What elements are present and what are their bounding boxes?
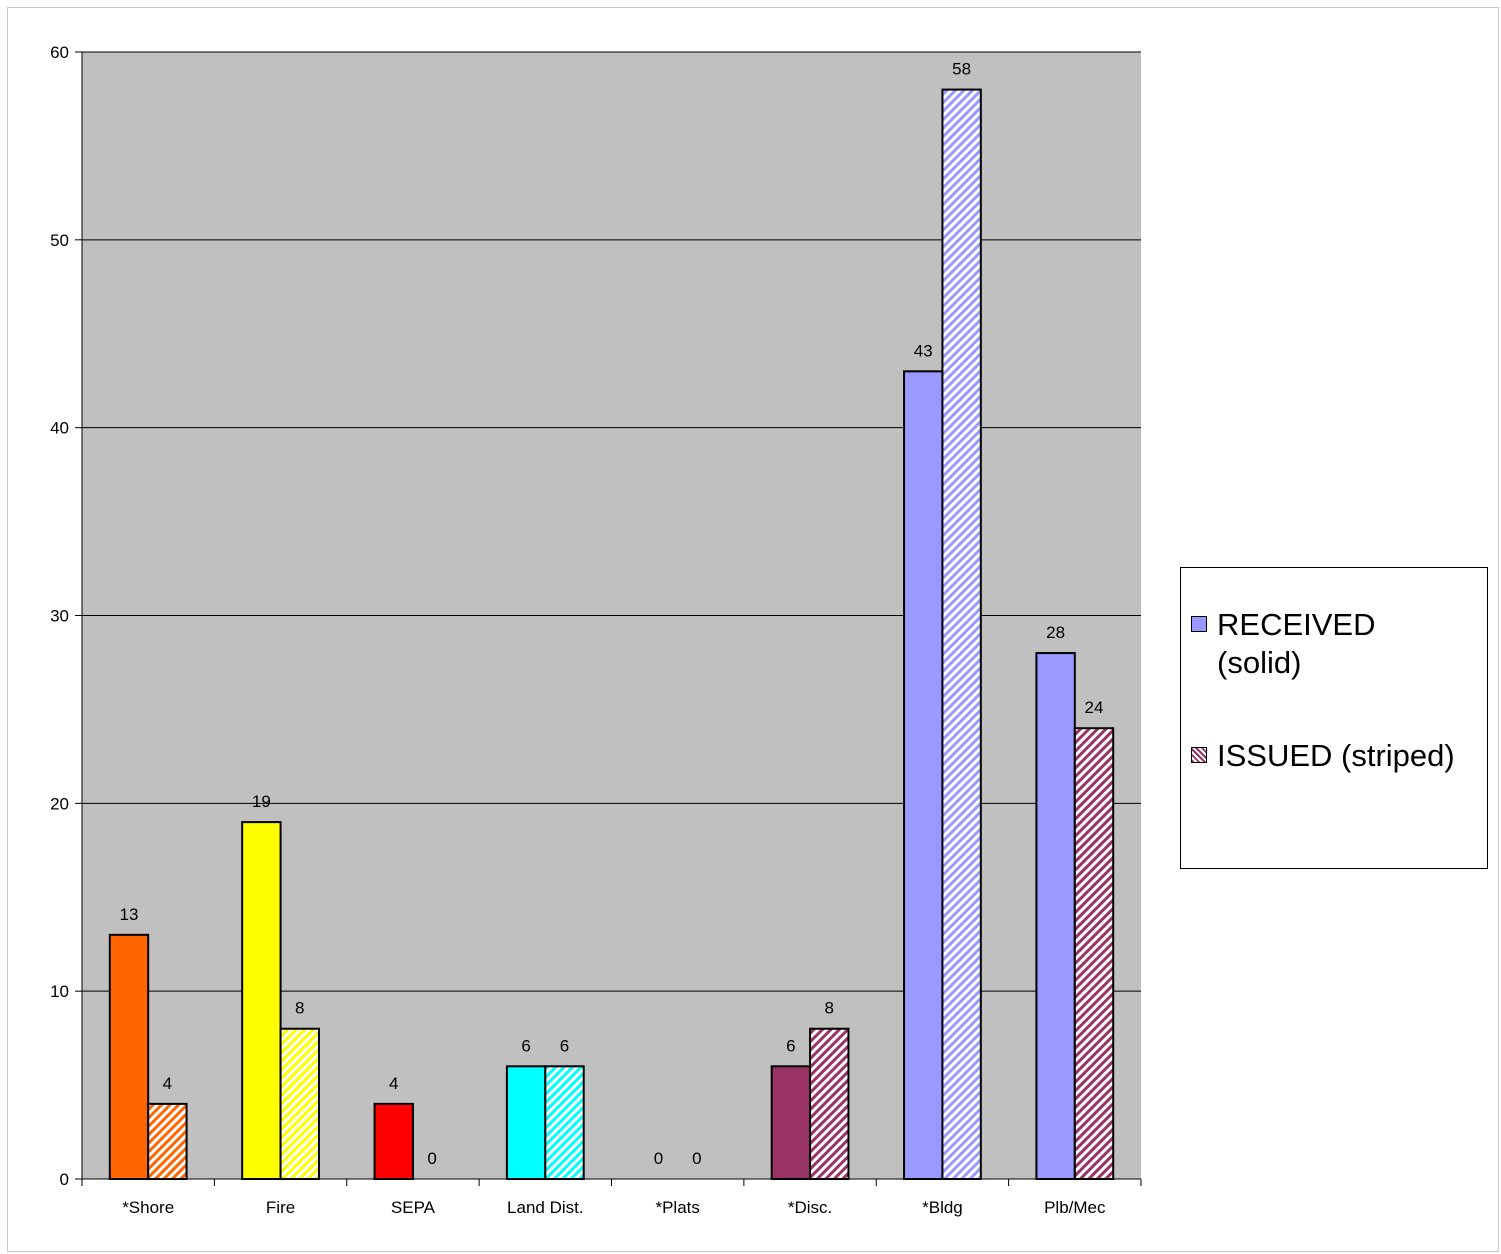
- bar-issued: [809, 1027, 850, 1180]
- y-tick-label: 30: [50, 607, 69, 626]
- x-category-label: Plb/Mec: [1044, 1198, 1106, 1217]
- x-category-label: *Disc.: [788, 1198, 832, 1217]
- data-label-issued: 8: [295, 999, 304, 1018]
- bar-issued: [544, 1065, 585, 1181]
- y-tick-label: 40: [50, 419, 69, 438]
- legend-swatch-issued: [1191, 747, 1207, 763]
- bar-received: [373, 1102, 414, 1181]
- bar-issued: [279, 1027, 320, 1180]
- y-tick-label: 20: [50, 794, 69, 813]
- bar-received: [108, 933, 150, 1180]
- x-category-label: *Bldg: [922, 1198, 963, 1217]
- data-label-issued: 8: [825, 999, 834, 1018]
- data-label-received: 0: [654, 1149, 663, 1168]
- data-label-issued: 4: [163, 1074, 172, 1093]
- chart-frame: [7, 7, 1499, 1252]
- x-category-label: Fire: [266, 1198, 295, 1217]
- bar-received: [770, 1065, 812, 1181]
- x-category-label: *Shore: [122, 1198, 174, 1217]
- data-label-received: 6: [521, 1036, 530, 1055]
- bar-received: [903, 370, 944, 1181]
- bar-issued: [147, 1102, 188, 1181]
- x-category-label: *Plats: [655, 1198, 699, 1217]
- data-label-received: 28: [1046, 623, 1065, 642]
- legend-swatch-received: [1191, 616, 1207, 632]
- data-label-received: 4: [389, 1074, 398, 1093]
- data-label-received: 6: [786, 1036, 795, 1055]
- y-tick-label: 10: [50, 982, 69, 1001]
- data-label-received: 43: [914, 341, 933, 360]
- data-label-issued: 24: [1085, 698, 1104, 717]
- data-label-issued: 6: [560, 1036, 569, 1055]
- x-category-label: Land Dist.: [507, 1198, 584, 1217]
- y-tick-label: 60: [50, 43, 69, 62]
- data-label-issued: 0: [692, 1149, 701, 1168]
- data-label-issued: 0: [427, 1149, 436, 1168]
- bar-received: [241, 821, 282, 1180]
- legend-label-received: RECEIVED (solid): [1217, 607, 1376, 680]
- data-label-received: 13: [120, 905, 139, 924]
- y-tick-label: 50: [50, 231, 69, 250]
- data-label-received: 19: [252, 792, 271, 811]
- bar-issued: [1073, 727, 1115, 1180]
- legend-label-issued: ISSUED (striped): [1217, 738, 1455, 773]
- bar-received: [1035, 652, 1076, 1180]
- bar-issued: [941, 88, 982, 1181]
- data-label-issued: 58: [952, 60, 971, 79]
- bar-received: [505, 1065, 547, 1181]
- y-tick-label: 0: [60, 1170, 69, 1189]
- chart-legend: RECEIVED (solid) ISSUED (striped): [1180, 567, 1488, 869]
- x-category-label: SEPA: [391, 1198, 436, 1217]
